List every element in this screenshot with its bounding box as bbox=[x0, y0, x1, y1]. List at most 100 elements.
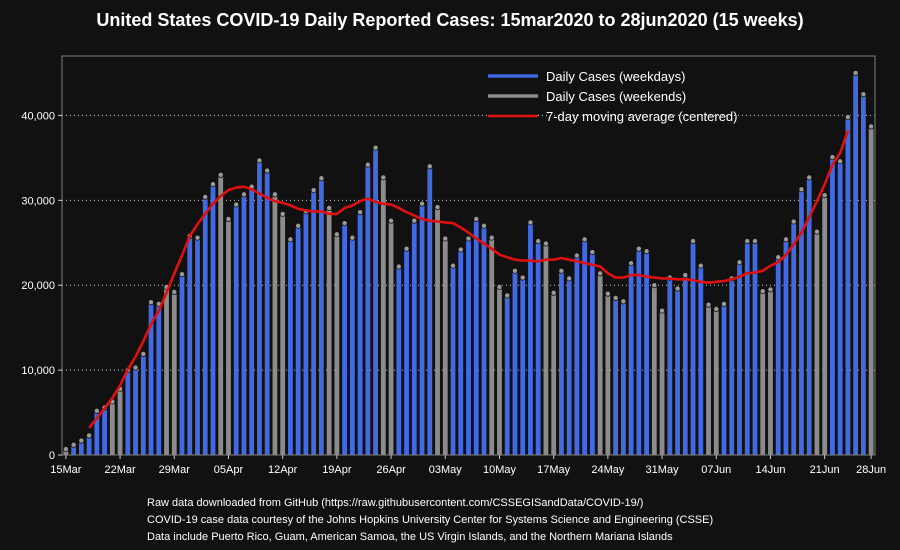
bar-weekend bbox=[814, 231, 820, 455]
bar-weekday bbox=[528, 222, 533, 455]
bar-top-marker bbox=[217, 171, 224, 178]
bar-series bbox=[63, 72, 874, 456]
bar-weekday bbox=[78, 440, 84, 455]
bar-weekday bbox=[667, 277, 673, 455]
legend-label: Daily Cases (weekends) bbox=[546, 89, 686, 104]
bar-weekend bbox=[117, 388, 123, 455]
bar-top-marker bbox=[782, 236, 789, 243]
bar-top-marker bbox=[333, 231, 340, 238]
bar-weekday bbox=[419, 203, 425, 455]
bar-top-marker bbox=[612, 294, 619, 301]
bar-top-marker bbox=[775, 254, 782, 261]
bar-weekday bbox=[481, 225, 487, 455]
bar-top-marker bbox=[279, 210, 286, 217]
bar-top-marker bbox=[581, 236, 588, 243]
bar-weekend bbox=[334, 234, 340, 455]
bar-weekday bbox=[86, 435, 92, 455]
bar-weekday bbox=[411, 220, 417, 455]
bar-weekday bbox=[102, 407, 107, 455]
xtick-label: 14Jun bbox=[755, 464, 785, 476]
bar-weekend bbox=[543, 243, 549, 455]
xtick-label: 12Apr bbox=[268, 464, 298, 476]
bar-weekday bbox=[466, 238, 471, 455]
bar-top-marker bbox=[852, 69, 859, 76]
bar-weekday bbox=[574, 255, 580, 455]
bar-top-marker bbox=[628, 260, 635, 267]
footnote-source: Raw data downloaded from GitHub (https:/… bbox=[147, 497, 644, 509]
bar-weekday bbox=[365, 164, 371, 456]
bar-weekday bbox=[264, 170, 270, 455]
bar-top-marker bbox=[566, 275, 573, 282]
bar-weekend bbox=[651, 285, 657, 455]
bar-weekday bbox=[737, 262, 742, 455]
bar-top-marker bbox=[480, 222, 487, 229]
bar-weekday bbox=[566, 278, 572, 455]
bar-weekend bbox=[388, 220, 394, 455]
bar-top-marker bbox=[860, 91, 867, 98]
bar-weekday bbox=[342, 223, 348, 455]
bar-weekday bbox=[233, 204, 239, 455]
bar-weekend bbox=[822, 195, 828, 455]
bar-top-marker bbox=[419, 200, 426, 207]
bar-top-marker bbox=[341, 220, 348, 227]
footnote-coverage: Data include Puerto Rico, Guam, American… bbox=[147, 531, 673, 543]
legend: Daily Cases (weekdays) Daily Cases (weeke… bbox=[488, 69, 738, 124]
bar-weekday bbox=[729, 278, 735, 455]
bar-top-marker bbox=[705, 301, 712, 308]
bar-weekend bbox=[272, 194, 278, 456]
bar-top-marker bbox=[78, 437, 85, 444]
bar-weekday bbox=[644, 251, 649, 455]
bar-weekend bbox=[109, 401, 115, 455]
bar-weekday bbox=[179, 274, 185, 455]
ytick-label: 30,000 bbox=[21, 195, 55, 207]
bar-weekday bbox=[830, 157, 835, 455]
bar-top-marker bbox=[751, 238, 758, 245]
bar-weekday bbox=[187, 235, 193, 455]
bar-weekday bbox=[620, 301, 626, 455]
bar-weekday bbox=[311, 190, 317, 456]
bar-top-marker bbox=[573, 252, 580, 259]
bar-top-marker bbox=[597, 270, 604, 277]
bar-top-marker bbox=[620, 298, 627, 305]
bar-weekday bbox=[427, 166, 433, 456]
bar-top-marker bbox=[62, 446, 69, 453]
bar-top-marker bbox=[225, 215, 232, 222]
bar-weekend bbox=[489, 237, 495, 455]
chart-title: United States COVID-19 Daily Reported Ca… bbox=[96, 10, 804, 30]
bar-top-marker bbox=[233, 201, 240, 208]
bar-weekend bbox=[218, 174, 224, 455]
bar-weekday bbox=[613, 297, 619, 455]
bar-weekday bbox=[140, 353, 146, 455]
bar-top-marker bbox=[806, 174, 813, 181]
bar-weekend bbox=[713, 308, 719, 455]
ytick-label: 10,000 bbox=[21, 365, 55, 377]
bar-weekend bbox=[442, 238, 448, 455]
bar-weekday bbox=[799, 189, 804, 456]
bar-weekday bbox=[675, 288, 680, 455]
bar-weekend bbox=[605, 293, 611, 455]
plot-frame bbox=[61, 55, 876, 456]
bar-top-marker bbox=[403, 245, 410, 252]
bar-weekend bbox=[706, 304, 711, 455]
xtick-label: 26Apr bbox=[376, 464, 406, 476]
bar-weekday bbox=[744, 241, 750, 455]
bar-weekday bbox=[504, 295, 510, 455]
bar-top-marker bbox=[372, 144, 379, 151]
xtick-label: 03May bbox=[429, 464, 463, 476]
bar-top-marker bbox=[736, 259, 743, 266]
bar-top-marker bbox=[295, 222, 302, 229]
bar-top-marker bbox=[194, 234, 201, 241]
xtick-label: 10May bbox=[483, 464, 517, 476]
bar-weekday bbox=[721, 303, 727, 455]
ytick-label: 0 bbox=[49, 450, 55, 462]
bar-weekday bbox=[94, 410, 100, 455]
bar-top-marker bbox=[202, 193, 209, 200]
bar-top-marker bbox=[550, 289, 557, 296]
bar-top-marker bbox=[310, 187, 317, 194]
bar-top-marker bbox=[868, 123, 875, 130]
bar-top-marker bbox=[721, 300, 728, 307]
bar-top-marker bbox=[426, 163, 433, 170]
bar-top-marker bbox=[682, 272, 689, 279]
axes: 0 10,000 20,000 30,000 40,000 15Mar 22Mar 29Mar… bbox=[21, 110, 886, 476]
bar-weekday bbox=[357, 212, 363, 455]
